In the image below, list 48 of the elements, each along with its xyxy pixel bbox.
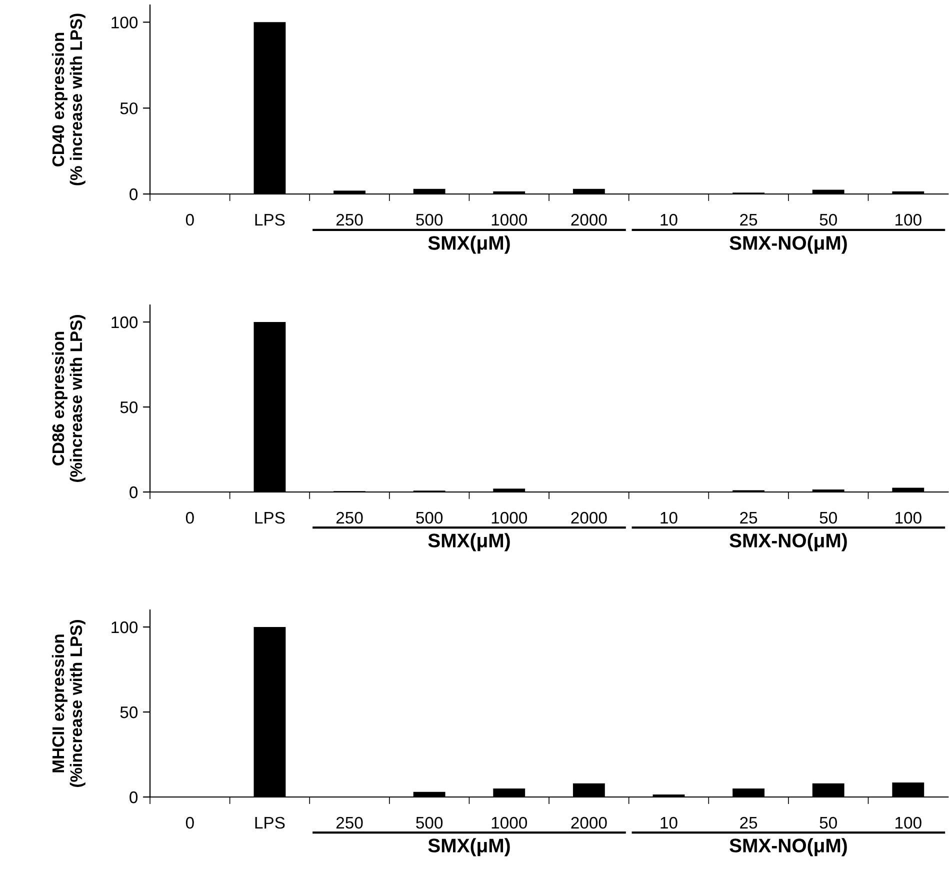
x-tick-label: 10 [660, 214, 678, 226]
y-tick-label: 50 [120, 102, 138, 114]
x-tick-label: 100 [896, 214, 922, 226]
text: SMX-NO(μM) [730, 236, 847, 254]
text: SMX(μM) [428, 838, 510, 856]
x-tick-label: 1000 [492, 816, 528, 829]
text: SMX-NO(μM) [730, 838, 847, 856]
x-tick-label: 10 [660, 816, 678, 829]
x-tick-label: 250 [336, 512, 363, 524]
x-tick-label: 500 [416, 512, 443, 524]
x-tick-label: 1000 [492, 214, 528, 226]
x-tick-label: 0 [186, 816, 194, 829]
x-tick-label: 500 [416, 816, 443, 829]
x-tick-label: 0 [186, 214, 194, 226]
x-tick-label: LPS [255, 512, 285, 524]
x-tick-label: 50 [820, 816, 837, 829]
x-tick-label: 25 [740, 214, 758, 226]
x-tick-label: 0 [186, 512, 194, 524]
x-tick-label: 2000 [571, 512, 607, 524]
text: SMX(μM) [428, 533, 510, 552]
y-axis-title: MHCII expression (%increase with LPS) [52, 620, 86, 787]
y-axis-title: CD86 expression (%increase with LPS) [52, 315, 86, 482]
x-tick-label: LPS [255, 214, 285, 226]
x-tick-label: 50 [820, 512, 837, 524]
x-tick-label: 25 [740, 816, 758, 829]
y-tick-label: 50 [120, 401, 138, 414]
y-tick-label: 0 [130, 791, 138, 804]
y-tick-label: 100 [112, 621, 138, 634]
y-tick-label: 100 [112, 16, 138, 28]
x-tick-label: 500 [416, 214, 443, 226]
x-tick-label: 2000 [571, 816, 607, 829]
x-tick-label: 250 [336, 214, 363, 226]
x-tick-label: 250 [336, 816, 363, 829]
x-tick-label: 50 [820, 214, 837, 226]
y-tick-label: 0 [130, 188, 138, 200]
text: SMX(μM) [428, 236, 510, 254]
y-tick-label: 100 [112, 316, 138, 328]
y-tick-label: 0 [130, 486, 138, 498]
x-tick-label: 100 [896, 512, 922, 524]
y-axis-title: CD40 expression (% increase with LPS) [52, 14, 86, 186]
text: SMX-NO(μM) [730, 533, 847, 552]
x-tick-label: LPS [255, 816, 285, 829]
x-tick-label: 25 [740, 512, 758, 524]
x-tick-label: 1000 [492, 512, 528, 524]
x-tick-label: 100 [896, 816, 922, 829]
y-tick-label: 50 [120, 706, 138, 718]
x-tick-label: 2000 [571, 214, 607, 226]
x-tick-label: 10 [660, 512, 678, 524]
